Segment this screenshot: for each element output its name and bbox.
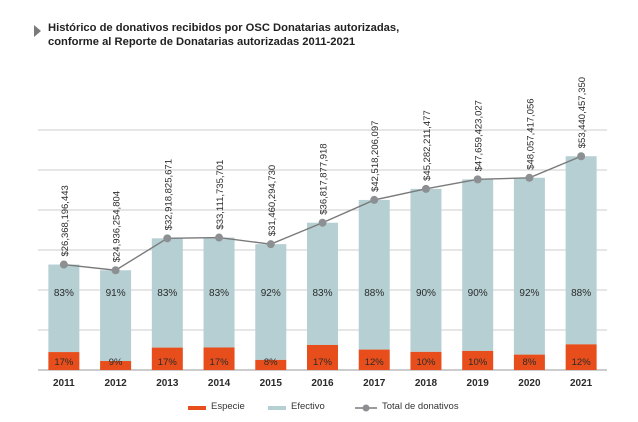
bar-label-efectivo: 90% [468, 288, 488, 299]
total-point [266, 240, 275, 249]
legend-total-swatch [355, 404, 377, 412]
x-tick-label: 2018 [415, 378, 438, 389]
total-value-label: $24,936,254,804 [112, 191, 123, 262]
bar-label-efectivo: 92% [261, 288, 281, 299]
bar-label-especie: 17% [158, 357, 178, 368]
bar-efectivo [48, 264, 80, 353]
total-point [421, 184, 430, 193]
legend-total-label: Total de donativos [382, 401, 459, 412]
total-value-label: $45,282,211,477 [422, 110, 433, 181]
bar-especie [565, 344, 597, 370]
bar-especie [255, 359, 287, 370]
legend-efectivo-label: Efectivo [291, 401, 325, 412]
total-value-label: $47,659,423,027 [474, 100, 485, 171]
bar-label-efectivo: 83% [54, 288, 74, 299]
title-marker-icon [34, 25, 41, 37]
chart-title-line-2: conforme al Reporte de Donatarias autori… [48, 36, 356, 48]
bar-label-especie: 17% [313, 357, 333, 368]
bar-especie [203, 347, 235, 370]
total-point [525, 173, 534, 182]
bar-label-efectivo: 91% [106, 288, 126, 299]
total-value-label: $33,111,735,701 [215, 160, 226, 230]
bar-label-efectivo: 83% [157, 288, 177, 299]
bar-label-efectivo: 88% [364, 288, 384, 299]
bar-especie [48, 352, 80, 370]
x-tick-label: 2016 [311, 378, 334, 389]
total-point [215, 233, 224, 242]
bar-label-especie: 17% [210, 357, 230, 368]
bar-label-efectivo: 83% [312, 288, 332, 299]
bar-label-especie: 10% [416, 357, 436, 368]
x-tick-label: 2011 [53, 378, 75, 389]
x-tick-label: 2017 [363, 378, 386, 389]
bar-especie [151, 347, 183, 370]
bar-efectivo [151, 238, 183, 348]
legend-especie-label: Especie [211, 401, 245, 412]
bar-efectivo [462, 179, 494, 351]
total-point [370, 195, 379, 204]
bar-label-especie: 10% [468, 357, 488, 368]
bar-efectivo [255, 244, 287, 360]
bar-especie [307, 344, 338, 370]
total-value-label: $53,440,457,350 [577, 77, 588, 148]
bar-especie [513, 354, 545, 370]
x-tick-label: 2015 [260, 378, 283, 389]
x-tick-label: 2013 [156, 378, 179, 389]
bar-efectivo [203, 237, 235, 348]
total-point [318, 218, 327, 227]
bar-especie [462, 350, 494, 370]
total-value-label: $42,518,206,097 [370, 121, 381, 192]
bar-efectivo [358, 199, 390, 350]
bar-efectivo [410, 188, 442, 352]
total-point [59, 260, 68, 269]
x-tick-label: 2019 [467, 378, 490, 389]
bar-label-especie: 17% [54, 357, 74, 368]
total-point [111, 266, 120, 275]
x-tick-label: 2021 [570, 378, 593, 389]
total-value-label: $32,918,825,671 [163, 159, 174, 230]
bar-efectivo [565, 156, 597, 345]
total-value-label: $36,817,877,918 [319, 143, 330, 214]
bar-label-especie: 9% [109, 357, 123, 368]
x-tick-label: 2012 [104, 378, 127, 389]
bar-especie [410, 351, 442, 370]
bar-label-efectivo: 90% [416, 288, 436, 299]
legend-efectivo-swatch [268, 406, 286, 410]
chart-title-line-1: Histórico de donativos recibidos por OSC… [48, 22, 400, 34]
x-tick-label: 2020 [518, 378, 541, 389]
bar-label-especie: 12% [572, 357, 592, 368]
bar-efectivo [513, 177, 545, 355]
bar-efectivo [100, 270, 132, 362]
bar-label-efectivo: 88% [571, 288, 591, 299]
bar-label-especie: 12% [365, 357, 385, 368]
total-point [473, 175, 482, 184]
total-point [163, 234, 172, 243]
bar-label-especie: 8% [264, 357, 278, 368]
bar-label-efectivo: 92% [519, 288, 539, 299]
total-value-label: $31,460,294,730 [267, 165, 278, 236]
bar-label-especie: 8% [523, 357, 537, 368]
total-point [577, 152, 586, 161]
bar-especie [100, 361, 132, 370]
total-value-label: $26,368,196,443 [60, 185, 71, 256]
bar-efectivo [307, 222, 338, 345]
bar-especie [358, 349, 390, 370]
total-value-label: $48,057,417,056 [525, 98, 536, 169]
x-tick-label: 2014 [208, 378, 231, 389]
legend-especie-swatch [188, 406, 206, 410]
bar-label-efectivo: 83% [209, 288, 229, 299]
